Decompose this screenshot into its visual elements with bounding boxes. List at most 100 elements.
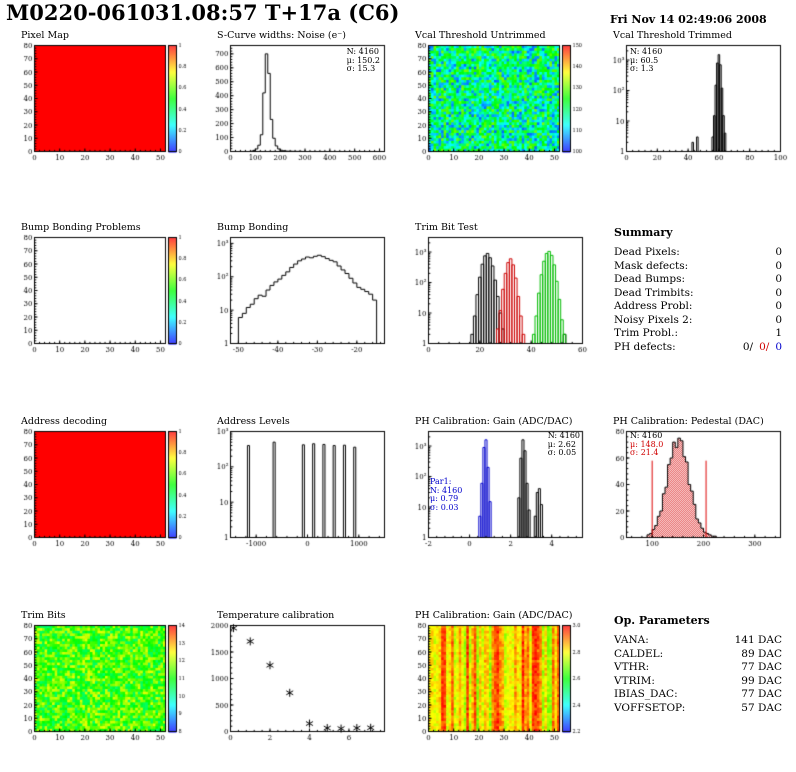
chart-title: PH Calibration: Pedestal (DAC) <box>613 416 764 427</box>
summary-row: Mask defects: 0 <box>614 260 782 274</box>
summary-label: Mask defects: <box>614 259 689 272</box>
vcal-untrimmed-heatmap <box>402 41 592 167</box>
stats-box: N: 4160 μ: 2.62 σ: 0.05 <box>547 431 580 458</box>
summary-title: Summary <box>614 226 673 239</box>
stats-line: μ: 150.2 <box>346 55 380 65</box>
summary-row: Trim Probl.: 1 <box>614 327 782 341</box>
stats-line: N: 4160 <box>547 431 580 440</box>
op-param-row: IBIAS_DAC: 77 DAC <box>614 688 782 702</box>
op-param-value: 77 DAC <box>741 688 782 700</box>
summary-row: Noisy Pixels 2: 0 <box>614 314 782 328</box>
panel-ph-gain-map: PH Calibration: Gain (ADC/DAC) <box>402 610 592 750</box>
stats-line: N: 4160 <box>430 485 463 495</box>
panel-pixel-map: Pixel Map <box>8 30 198 170</box>
summary-value: 0 <box>775 273 782 285</box>
stats-line: μ: 0.79 <box>430 494 459 503</box>
stats-line: μ: 60.5 <box>630 55 659 65</box>
chart-title: PH Calibration: Gain (ADC/DAC) <box>415 610 573 621</box>
stats-line: σ: 0.05 <box>547 448 577 457</box>
summary-label: Trim Probl.: <box>614 327 679 339</box>
stats-line: μ: 148.0 <box>630 439 664 449</box>
chart-title: Address Levels <box>217 416 290 427</box>
chart-title: S-Curve widths: Noise (e⁻) <box>217 30 346 41</box>
panel-trim-bit-test: Trim Bit Test <box>402 222 592 362</box>
stats-line: N: 4160 <box>630 431 663 440</box>
panel-ph-pedestal: PH Calibration: Pedestal (DAC) N: 4160 μ… <box>600 416 790 556</box>
op-param-label: VANA: <box>614 634 649 646</box>
vcal-trimmed-histogram <box>600 41 790 167</box>
panel-op-parameters: Op. Parameters VANA: 141 DAC CALDEL: 89 DA… <box>614 614 786 715</box>
trim-bit-test-histogram <box>402 233 592 359</box>
ph-gain-heatmap <box>402 621 592 747</box>
op-param-label: IBIAS_DAC: <box>614 688 678 700</box>
scurve-noise-histogram <box>204 41 394 167</box>
panel-address-decoding: Address decoding <box>8 416 198 556</box>
panel-vcal-untrimmed: Vcal Threshold Untrimmed <box>402 30 592 170</box>
summary-value: 0 <box>775 313 782 326</box>
op-params-title: Op. Parameters <box>614 614 710 627</box>
stats-line: σ: 0.03 <box>430 502 459 512</box>
op-param-row: VOFFSETOP: 57 DAC <box>614 702 782 716</box>
panel-temp-calibration: Temperature calibration <box>204 610 394 750</box>
stats-line: σ: 15.3 <box>346 64 376 73</box>
summary-value: 0 <box>775 300 782 312</box>
panel-bump-problems: Bump Bonding Problems <box>8 222 198 362</box>
chart-title: Vcal Threshold Trimmed <box>613 30 733 41</box>
panel-ph-gain-hist: PH Calibration: Gain (ADC/DAC) N: 4160 μ… <box>402 416 592 556</box>
summary-label: Noisy Pixels 2: <box>614 313 693 326</box>
stats-box: N: 4160 μ: 150.2 σ: 15.3 <box>346 47 380 74</box>
op-param-value: 57 DAC <box>741 701 782 714</box>
stats-box: N: 4160 μ: 148.0 σ: 21.4 <box>630 431 664 458</box>
chart-title: Vcal Threshold Untrimmed <box>415 30 546 41</box>
op-param-value: 77 DAC <box>741 661 782 673</box>
op-param-row: VTHR: 77 DAC <box>614 661 782 675</box>
summary-value: 1 <box>775 327 782 339</box>
stats-line: σ: 21.4 <box>630 448 659 457</box>
op-param-label: VTRIM: <box>614 674 655 687</box>
summary-row: Address Probl: 0 <box>614 300 782 314</box>
timestamp: Fri Nov 14 02:49:06 2008 <box>610 13 767 26</box>
summary-label: Dead Pixels: <box>614 246 680 258</box>
summary-row: Dead Bumps: 0 <box>614 273 782 287</box>
ph-defects-values: 0/0/0 <box>742 340 782 353</box>
op-param-label: VOFFSETOP: <box>614 701 686 714</box>
chart-title: Bump Bonding Problems <box>21 222 141 233</box>
ph-gain-histogram <box>402 427 592 553</box>
op-param-value: 141 DAC <box>734 634 782 646</box>
stats-line: μ: 2.62 <box>547 439 576 449</box>
op-param-value: 99 DAC <box>741 674 782 687</box>
chart-title: Address decoding <box>21 416 108 427</box>
op-param-value: 89 DAC <box>741 647 782 660</box>
page-title: M0220-061031.08:57 T+17a (C6) <box>6 0 400 25</box>
bump-problems-heatmap <box>8 233 198 359</box>
op-param-row: VANA: 141 DAC <box>614 634 782 648</box>
stats-line: N: 4160 <box>346 47 379 56</box>
chart-title: Bump Bonding <box>217 222 289 233</box>
stats-box-par1: Par1: N: 4160 μ: 0.79 σ: 0.03 <box>430 477 463 512</box>
address-levels-histogram <box>204 427 394 553</box>
summary-label: Address Probl: <box>614 300 693 312</box>
op-param-label: CALDEL: <box>614 647 664 660</box>
pixel-map-heatmap <box>8 41 198 167</box>
panel-address-levels: Address Levels <box>204 416 394 556</box>
panel-trim-bits: Trim Bits <box>8 610 198 750</box>
summary-row: Dead Pixels: 0 <box>614 246 782 260</box>
chart-title: Pixel Map <box>21 30 69 41</box>
chart-title: Trim Bits <box>21 610 66 621</box>
op-param-row: VTRIM: 99 DAC <box>614 675 782 689</box>
summary-value: 0 <box>775 259 782 272</box>
temperature-scatter <box>204 621 394 747</box>
panel-summary: Summary Dead Pixels: 0 Mask defects: 0 Dea… <box>614 226 786 354</box>
chart-title: Temperature calibration <box>217 610 335 621</box>
stats-box: N: 4160 μ: 60.5 σ: 1.3 <box>630 47 662 74</box>
op-param-row: CALDEL: 89 DAC <box>614 648 782 662</box>
summary-label: Dead Trimbits: <box>614 286 694 299</box>
trim-bits-heatmap <box>8 621 198 747</box>
summary-label: PH defects: <box>614 340 676 353</box>
summary-label: Dead Bumps: <box>614 273 686 285</box>
address-decoding-heatmap <box>8 427 198 553</box>
panel-vcal-trimmed: Vcal Threshold Trimmed N: 4160 μ: 60.5 σ… <box>600 30 790 170</box>
summary-value: 0 <box>775 246 782 258</box>
op-param-label: VTHR: <box>614 661 650 673</box>
